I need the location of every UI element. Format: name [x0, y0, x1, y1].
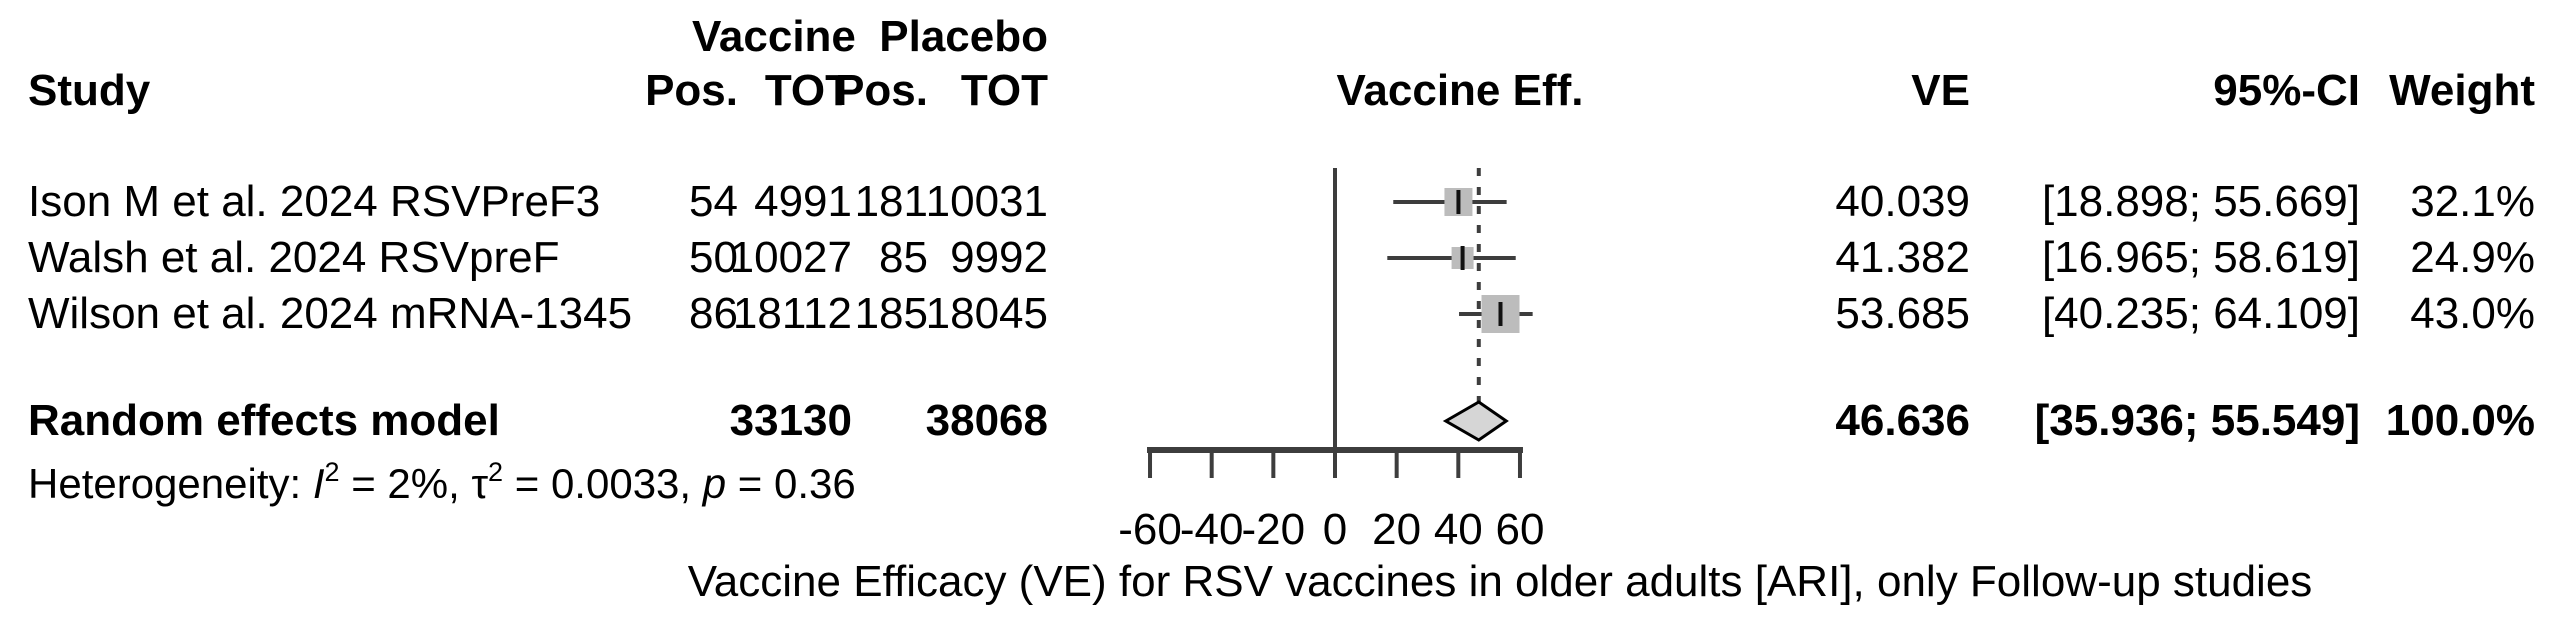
het-i2-sup: 2 — [324, 457, 340, 487]
column-header-weight: Weight — [2389, 66, 2535, 115]
weight-value: 43.0% — [2410, 289, 2535, 338]
study-name: Wilson et al. 2024 mRNA-1345 — [28, 289, 633, 338]
x-axis-tick-label: 20 — [1372, 505, 1422, 554]
het-i2-symbol: I — [312, 460, 325, 507]
x-axis-tick-label: -20 — [1241, 505, 1306, 554]
x-axis-title: Vaccine Efficacy (VE) for RSV vaccines i… — [687, 557, 2313, 606]
vaccine-tot: 10027 — [729, 233, 852, 282]
pooled-diamond — [1442, 400, 1509, 442]
het-tau-sup: 2 — [488, 457, 504, 487]
column-header-vaccine-pos: Pos. — [645, 66, 738, 115]
study-name: Ison M et al. 2024 RSVPreF3 — [28, 177, 601, 226]
placebo-pos: 185 — [854, 289, 928, 338]
pooled-ve-value: 46.636 — [1835, 396, 1970, 445]
ci-value: [18.898; 55.669] — [2041, 177, 2360, 226]
weight-value: 24.9% — [2410, 233, 2535, 282]
group-header-vaccine: Vaccine — [692, 12, 856, 61]
het-tau-symbol: τ — [471, 460, 489, 507]
column-header-effect: Vaccine Eff. — [1336, 66, 1584, 115]
vaccine-tot: 4991 — [754, 177, 852, 226]
vaccine-pos: 50 — [689, 233, 738, 282]
heterogeneity-text: Heterogeneity: I2 = 2%, τ2 = 0.0033, p =… — [28, 447, 856, 509]
pooled-weight-value: 100.0% — [2385, 396, 2535, 445]
column-header-placebo-tot: TOT — [960, 66, 1048, 115]
study-name: Walsh et al. 2024 RSVpreF — [28, 233, 560, 282]
pooled-row-label: Random effects model — [28, 396, 500, 445]
het-tau-value: = 0.0033, — [503, 460, 703, 507]
ci-value: [16.965; 58.619] — [2041, 233, 2360, 282]
x-axis-tick-label: 60 — [1495, 505, 1545, 554]
weight-value: 32.1% — [2410, 177, 2535, 226]
het-prefix: Heterogeneity: — [28, 460, 313, 507]
placebo-tot: 10031 — [925, 177, 1048, 226]
column-header-study: Study — [28, 66, 151, 115]
vaccine-pos: 86 — [689, 289, 738, 338]
placebo-pos: 85 — [879, 233, 928, 282]
vaccine-tot: 18112 — [732, 289, 852, 338]
ci-value: [40.235; 64.109] — [2041, 289, 2360, 338]
het-p-value: = 0.36 — [726, 460, 856, 507]
x-axis-tick-label: 40 — [1433, 505, 1483, 554]
group-header-placebo: Placebo — [879, 12, 1048, 61]
column-header-vaccine-tot: TOT — [764, 66, 852, 115]
x-axis-tick-label: -40 — [1179, 505, 1244, 554]
placebo-tot: 9992 — [950, 233, 1048, 282]
het-i2-value: = 2%, — [339, 460, 472, 507]
placebo-tot: 18045 — [925, 289, 1048, 338]
pooled-vaccine-tot: 33130 — [729, 396, 852, 445]
column-header-ci: 95%-CI — [2213, 66, 2360, 115]
x-axis-tick-label: -60 — [1118, 505, 1182, 554]
pooled-placebo-tot: 38068 — [925, 396, 1048, 445]
ve-value: 41.382 — [1835, 233, 1970, 282]
column-header-placebo-pos: Pos. — [835, 66, 928, 115]
ve-value: 40.039 — [1835, 177, 1970, 226]
het-p-symbol: p — [702, 460, 727, 507]
ve-value: 53.685 — [1835, 289, 1970, 338]
x-axis-tick-label: 0 — [1322, 505, 1348, 554]
column-header-ve: VE — [1911, 66, 1970, 115]
vaccine-pos: 54 — [689, 177, 738, 226]
placebo-pos: 181 — [854, 177, 928, 226]
pooled-ci-value: [35.936; 55.549] — [2034, 396, 2360, 445]
